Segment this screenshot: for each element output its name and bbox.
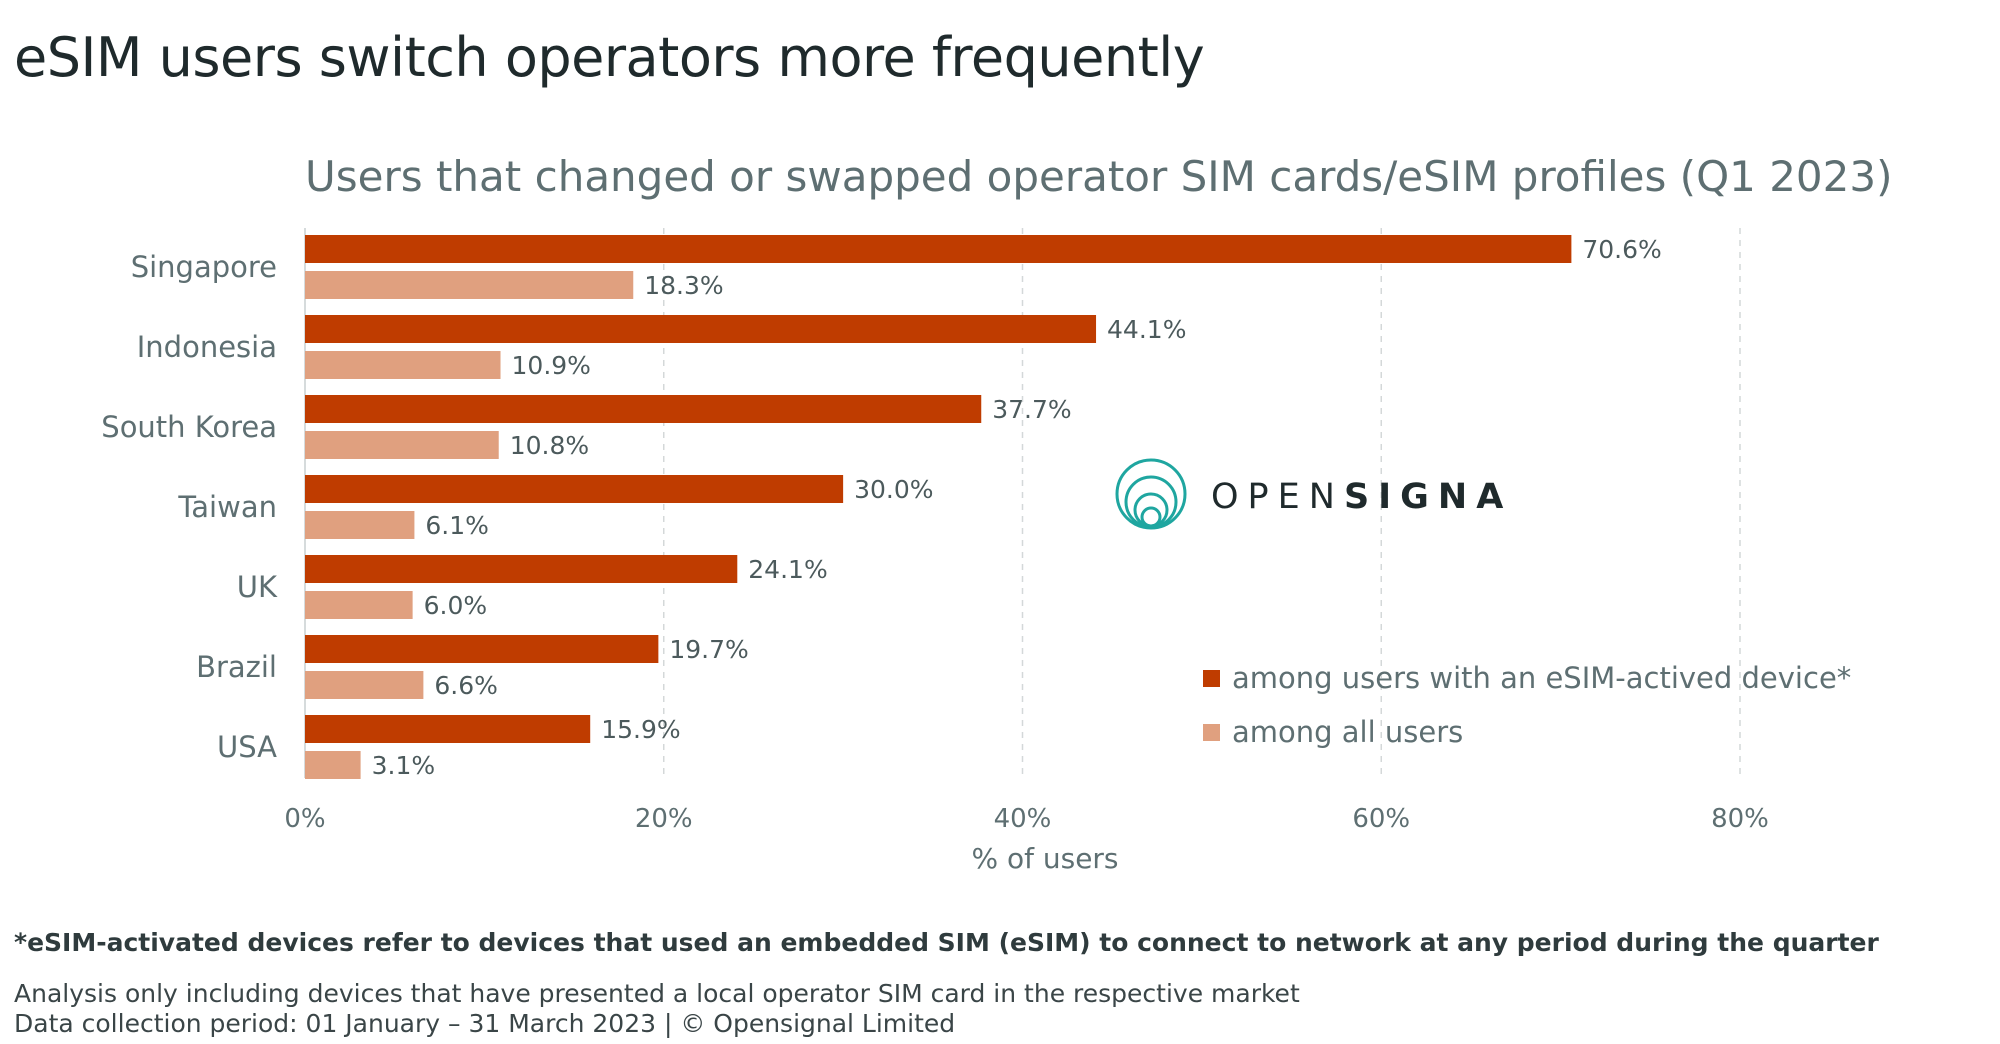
bar <box>305 715 591 743</box>
x-tick-label: 20% <box>635 804 693 834</box>
data-label: 10.8% <box>510 431 589 460</box>
x-tick-label: 80% <box>1711 804 1769 834</box>
bar <box>305 271 634 299</box>
bar <box>305 671 424 699</box>
data-label: 24.1% <box>748 555 827 584</box>
data-label: 70.6% <box>1582 235 1661 264</box>
x-axis-label: % of users <box>971 842 1118 875</box>
legend-swatch <box>1203 724 1220 741</box>
legend: among users with an eSIM-actived device*… <box>1203 661 1851 749</box>
opensignal-mark-icon <box>1115 458 1187 530</box>
category-label: Indonesia <box>137 330 277 364</box>
data-label: 6.1% <box>425 511 489 540</box>
bar <box>305 591 413 619</box>
bar <box>305 555 738 583</box>
bar <box>305 431 499 459</box>
bar <box>305 511 415 539</box>
category-label: Brazil <box>196 650 277 684</box>
data-period-note: Data collection period: 01 January – 31 … <box>14 1009 956 1038</box>
bar <box>305 751 361 779</box>
logo-text-open: OPEN <box>1211 477 1344 517</box>
data-label: 30.0% <box>854 475 933 504</box>
chart-title: Users that changed or swapped operator S… <box>305 152 1892 201</box>
bar <box>305 315 1097 343</box>
opensignal-logo: OPENSIGNAL <box>1115 458 1513 530</box>
page-headline: eSIM users switch operators more frequen… <box>14 26 1205 89</box>
bar <box>305 235 1572 263</box>
footnote: *eSIM-activated devices refer to devices… <box>14 928 1879 957</box>
bar <box>305 635 659 663</box>
category-label: UK <box>237 570 278 604</box>
data-label: 18.3% <box>644 271 723 300</box>
bars <box>305 235 1572 779</box>
bar <box>305 351 501 379</box>
bar <box>305 395 982 423</box>
data-label: 37.7% <box>992 395 1071 424</box>
category-label: South Korea <box>101 410 277 444</box>
category-label: USA <box>217 730 277 764</box>
legend-swatch <box>1203 670 1220 687</box>
data-label: 15.9% <box>601 715 680 744</box>
legend-label: among users with an eSIM-actived device* <box>1232 661 1851 695</box>
x-tick-label: 40% <box>994 804 1052 834</box>
x-axis-ticks: 0% 20% 40% 60% 80% <box>284 804 1769 834</box>
analysis-note: Analysis only including devices that hav… <box>14 979 1300 1008</box>
category-labels: Singapore Indonesia South Korea Taiwan UK Bra… <box>101 250 278 764</box>
data-label: 3.1% <box>372 751 436 780</box>
category-label: Singapore <box>131 250 277 284</box>
svg-text:OPENSIGNAL: OPENSIGNAL <box>1211 477 1513 517</box>
data-label: 19.7% <box>669 635 748 664</box>
legend-label: among all users <box>1232 715 1463 749</box>
x-tick-label: 60% <box>1352 804 1410 834</box>
data-labels: 70.6% 18.3% 44.1% 10.9% 37.7% 10.8% 30.0% 6.1% 2… <box>372 235 1662 780</box>
category-label: Taiwan <box>177 490 277 524</box>
data-label: 6.0% <box>424 591 488 620</box>
bar <box>305 475 844 503</box>
x-tick-label: 0% <box>284 804 325 834</box>
data-label: 44.1% <box>1107 315 1186 344</box>
logo-text-signal: SIGNAL <box>1344 477 1513 517</box>
data-label: 10.9% <box>512 351 591 380</box>
data-label: 6.6% <box>434 671 498 700</box>
